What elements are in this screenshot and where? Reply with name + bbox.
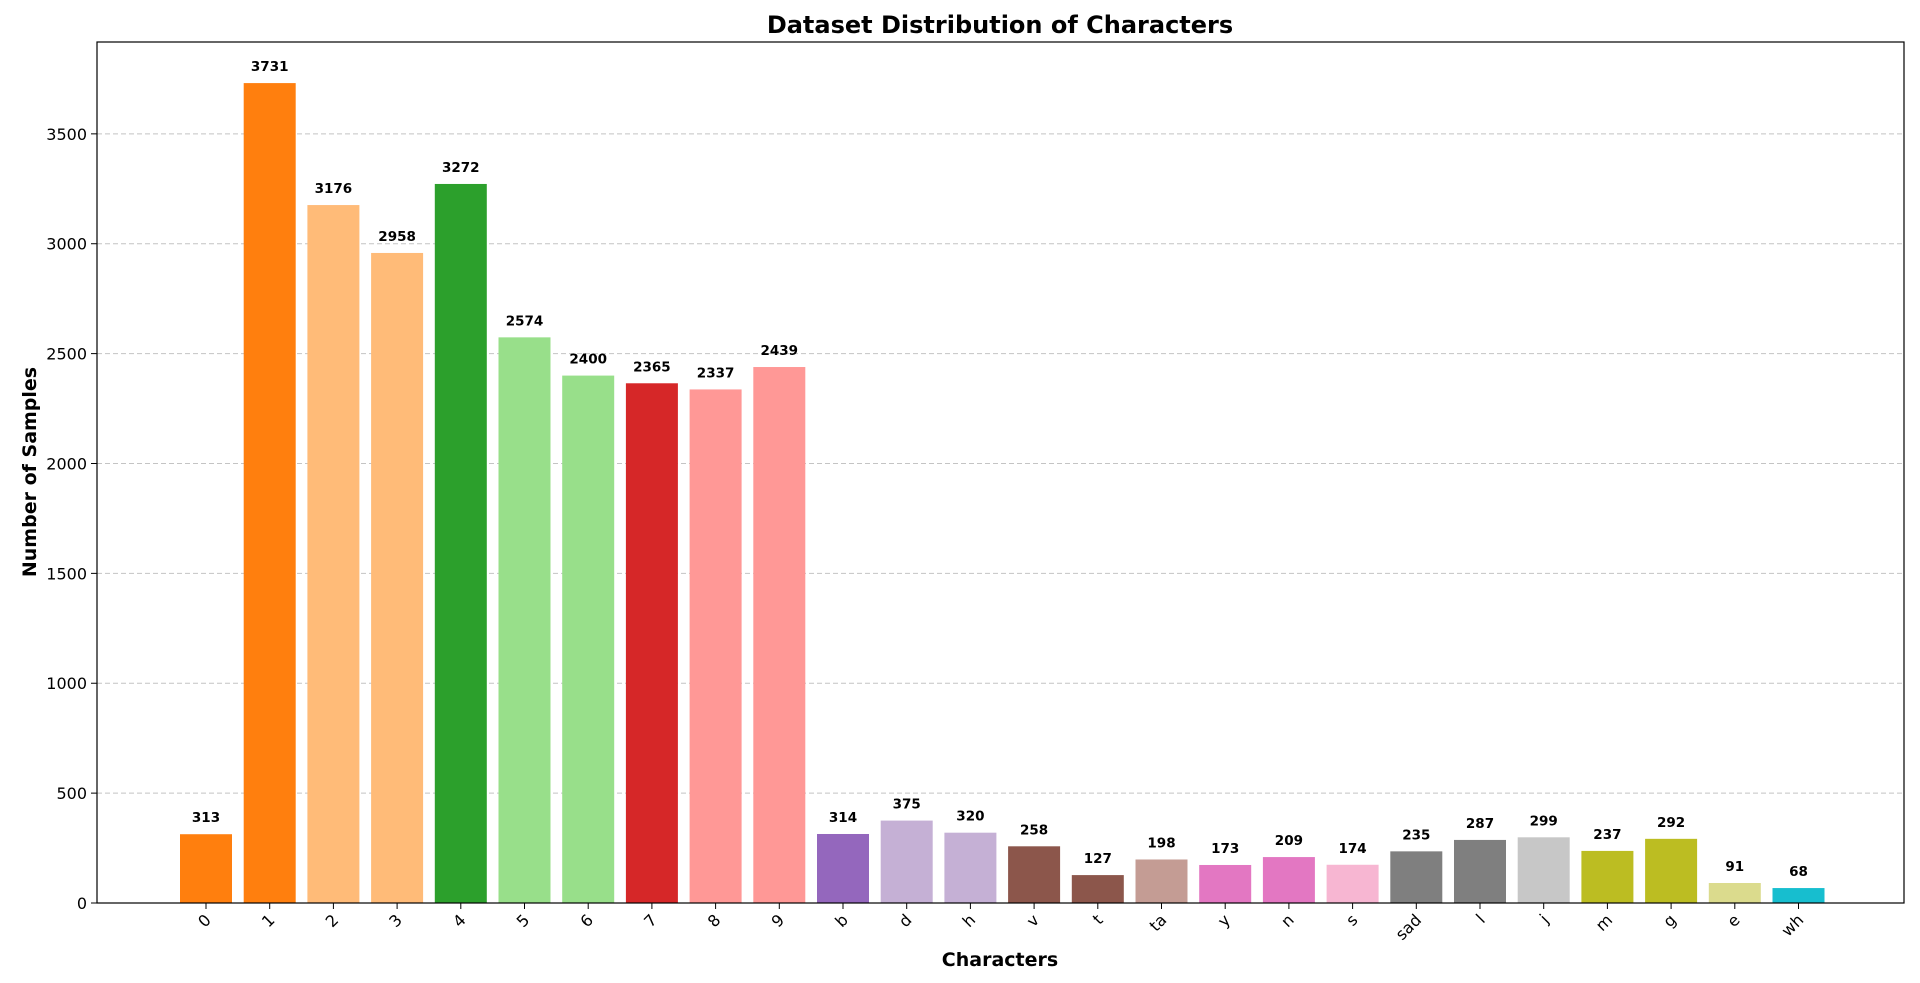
x-tick-label: d [895,910,916,931]
grid-lines [97,133,1904,794]
x-tick-label: t [1089,910,1107,928]
bar-6 [562,375,615,904]
y-tick-label: 1000 [46,674,87,693]
x-tick-label: 8 [704,910,725,931]
bar-4 [434,183,487,903]
x-tick-label: e [1723,910,1743,930]
y-tick-label: 0 [77,894,87,913]
plot-frame [96,41,1905,904]
data-label: 235 [1402,827,1430,843]
x-tick-label: 2 [322,910,343,931]
x-tick-label: sad [1392,910,1425,943]
bar-7 [625,383,678,903]
data-label: 292 [1657,815,1685,831]
x-axis-ticks: 0 1 2 3 4 5 6 7 8 9 b d h v t ta y n s sad l j m g e wh [194,903,1807,944]
x-tick-label: m [1592,910,1616,934]
x-tick-label: y [1214,910,1234,930]
data-label: 299 [1530,813,1558,829]
y-tick-label: 1500 [46,564,87,583]
data-label: 68 [1789,864,1808,880]
y-tick-label: 3000 [46,235,87,254]
y-tick-label: 500 [56,784,87,803]
y-axis-ticks: 0 500 1000 1500 2000 2500 3000 3500 [46,125,97,913]
bar-t [1071,875,1124,903]
x-tick-label: ta [1146,910,1171,935]
data-label: 127 [1084,851,1112,867]
x-tick-label: 3 [385,910,406,931]
bar-e [1708,883,1761,903]
x-tick-label: j [1535,910,1552,927]
bar-ta [1135,859,1188,903]
bar-h [944,832,997,903]
bar-v [1008,846,1061,903]
bar-b [817,833,869,903]
x-tick-label: 7 [640,910,661,931]
data-label: 2958 [378,229,416,245]
x-tick-label: l [1472,910,1489,927]
data-label: 287 [1466,816,1494,832]
bar-m [1581,850,1634,903]
data-label: 320 [956,809,984,825]
data-label: 198 [1147,835,1175,851]
bar-5 [498,337,551,903]
bar-n [1262,857,1315,903]
data-label: 91 [1725,859,1744,875]
data-label: 2400 [569,352,607,368]
bar-wh [1772,888,1825,903]
bar-9 [753,367,806,904]
chart-title: Dataset Distribution of Characters [767,11,1233,39]
data-label: 313 [192,810,220,826]
x-tick-label: b [831,910,852,931]
x-tick-label: wh [1777,910,1807,940]
data-label: 3176 [315,181,353,197]
data-label: 375 [893,797,921,813]
data-label: 173 [1211,841,1239,857]
bar-8 [689,389,742,903]
bars [180,83,1825,904]
x-tick-label: g [1659,910,1680,931]
x-tick-label: 6 [576,910,597,931]
bar-l [1454,839,1506,903]
data-label: 2337 [697,365,735,381]
data-label: 209 [1275,833,1303,849]
bar-1 [243,83,296,903]
data-label: 3272 [442,160,480,176]
x-tick-label: 9 [767,910,788,931]
x-tick-label: 0 [194,910,215,931]
data-label: 2439 [761,343,799,359]
x-tick-label: s [1342,910,1361,929]
x-tick-label: h [959,910,980,931]
x-tick-label: v [1023,910,1043,930]
data-label: 3731 [251,59,289,75]
data-label: 2365 [633,359,671,375]
y-axis-label: Number of Samples [19,367,41,577]
bar-j [1517,837,1570,903]
bar-y [1199,864,1252,903]
y-tick-label: 2000 [46,454,87,473]
bar-0 [180,834,232,903]
bar-d [880,820,933,903]
y-tick-label: 3500 [46,125,87,144]
data-label: 258 [1020,822,1048,838]
x-axis-label: Characters [942,949,1058,971]
data-label: 2574 [506,313,544,329]
bar-2 [307,205,360,903]
bar-g [1645,838,1698,903]
bar-sad [1390,851,1443,903]
data-label: 237 [1593,827,1621,843]
bar-s [1326,864,1379,903]
x-tick-label: n [1277,910,1298,931]
data-label: 314 [829,810,857,826]
data-label: 174 [1339,841,1367,857]
x-tick-label: 4 [449,910,470,931]
bar-3 [371,252,424,903]
data-labels: 313 3731 3176 2958 3272 2574 2400 2365 2337 2439 3… [192,59,1808,880]
x-tick-label: 1 [258,910,279,931]
x-tick-label: 5 [513,910,534,931]
y-tick-label: 2500 [46,345,87,364]
